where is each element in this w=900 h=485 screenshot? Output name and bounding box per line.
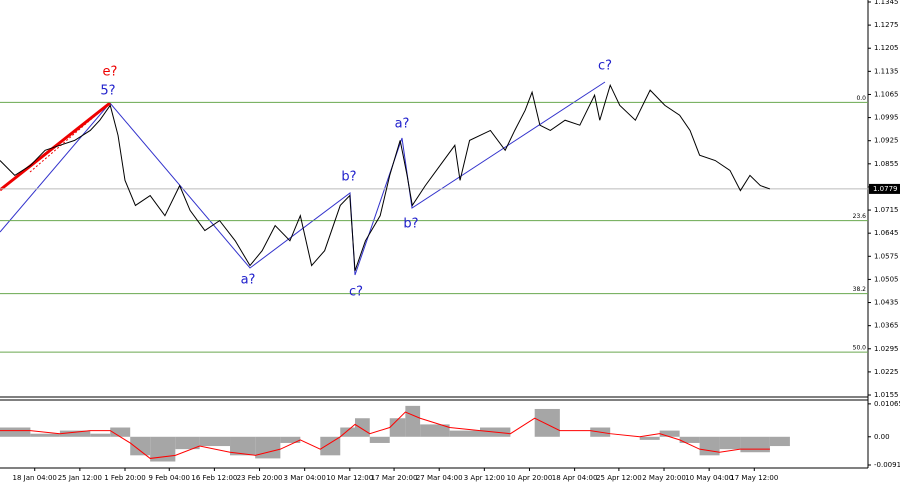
oscillator-bar	[679, 436, 700, 443]
fib-level-label: 38.2	[853, 286, 867, 293]
y-tick-label: 0.00	[874, 433, 890, 441]
y-tick-label: 1.0365	[874, 322, 899, 330]
oscillator-bar	[369, 436, 390, 443]
y-tick-label: 1.0295	[874, 345, 899, 353]
oscillator-bar	[420, 424, 450, 437]
oscillator-bar	[90, 433, 111, 437]
y-tick-label: 1.0155	[874, 391, 899, 399]
y-tick-label: 1.0575	[874, 252, 899, 260]
oscillator-bar	[340, 427, 356, 437]
oscillator-bar	[175, 436, 200, 450]
y-tick-label: 1.1205	[874, 44, 899, 52]
x-tick-label: 9 Feb 04:00	[149, 474, 190, 482]
x-tick-label: 18 Apr 04:00	[552, 474, 598, 482]
oscillator-bar	[740, 436, 770, 453]
oscillator-bar	[0, 427, 31, 437]
oscillator-bar	[230, 436, 256, 456]
oscillator-bar	[30, 433, 60, 437]
oscillator-bar	[255, 436, 281, 459]
x-tick-label: 27 Mar 04:00	[416, 474, 463, 482]
y-tick-label: 1.0435	[874, 299, 899, 307]
x-tick-label: 25 Jan 12:00	[58, 474, 102, 482]
wave-label: b?	[341, 170, 356, 185]
oscillator-bar	[199, 436, 231, 447]
wave-label: c?	[349, 285, 363, 300]
x-tick-label: 10 Apr 20:00	[507, 474, 553, 482]
x-tick-label: 18 Jan 04:00	[13, 474, 57, 482]
y-tick-label: -0.00913	[874, 461, 900, 469]
last-price-label: 1.0779	[873, 185, 898, 193]
y-tick-label: 1.1275	[874, 21, 899, 29]
price-line	[0, 83, 771, 271]
x-tick-label: 2 May 20:00	[642, 474, 686, 482]
x-tick-label: 1 Feb 20:00	[104, 474, 145, 482]
fib-level-label: 50.0	[853, 345, 867, 352]
last-price-box	[869, 183, 900, 194]
x-tick-label: 3 Apr 12:00	[464, 474, 505, 482]
oscillator-bar	[405, 405, 421, 437]
x-tick-label: 17 Mar 20:00	[371, 474, 418, 482]
oscillator-bar	[699, 436, 720, 456]
wave-label: a?	[395, 117, 410, 132]
oscillator-bar	[719, 436, 741, 450]
oscillator-bar	[534, 408, 560, 437]
oscillator-bar	[59, 430, 91, 437]
oscillator-bar	[150, 436, 176, 462]
y-tick-label: 1.0855	[874, 160, 899, 168]
y-tick-label: 1.0645	[874, 229, 899, 237]
y-tick-label: 1.1135	[874, 67, 899, 75]
fib-level-label: 23.6	[853, 213, 867, 220]
oscillator-bar	[659, 430, 680, 437]
wave-label: 5?	[100, 84, 115, 99]
oscillator-bar	[280, 436, 301, 443]
wave-label: b?	[403, 217, 418, 232]
signal-line	[0, 411, 770, 459]
y-tick-label: 1.0715	[874, 206, 899, 214]
y-tick-label: 1.1065	[874, 90, 899, 98]
y-tick-label: 0.01065	[874, 400, 900, 408]
y-tick-label: 1.0225	[874, 368, 899, 376]
y-tick-label: 1.0505	[874, 275, 899, 283]
x-tick-label: 17 May 12:00	[730, 474, 778, 482]
fib-level-label: 0.0	[856, 95, 866, 102]
y-tick-label: 1.0925	[874, 137, 899, 145]
oscillator-bar	[320, 436, 341, 456]
oscillator-bar	[110, 427, 131, 437]
oscillator-bar	[639, 436, 660, 440]
x-tick-label: 3 Mar 04:00	[284, 474, 326, 482]
y-tick-label: 1.1345	[874, 0, 899, 6]
oscillator-bar	[449, 430, 481, 437]
wave-label: e?	[103, 65, 118, 80]
oscillator-bar	[769, 436, 790, 447]
wave-label: a?	[241, 273, 256, 288]
x-tick-label: 16 Feb 12:00	[191, 474, 237, 482]
oscillator-bar	[130, 436, 151, 456]
y-tick-label: 1.0995	[874, 114, 899, 122]
x-tick-label: 10 May 04:00	[685, 474, 733, 482]
oscillator-bar	[389, 418, 406, 437]
x-tick-label: 25 Apr 12:00	[596, 474, 642, 482]
oscillator-bar	[355, 418, 370, 437]
x-tick-label: 23 Feb 20:00	[237, 474, 283, 482]
x-tick-label: 10 Mar 12:00	[326, 474, 373, 482]
wave-label: c?	[598, 59, 612, 74]
